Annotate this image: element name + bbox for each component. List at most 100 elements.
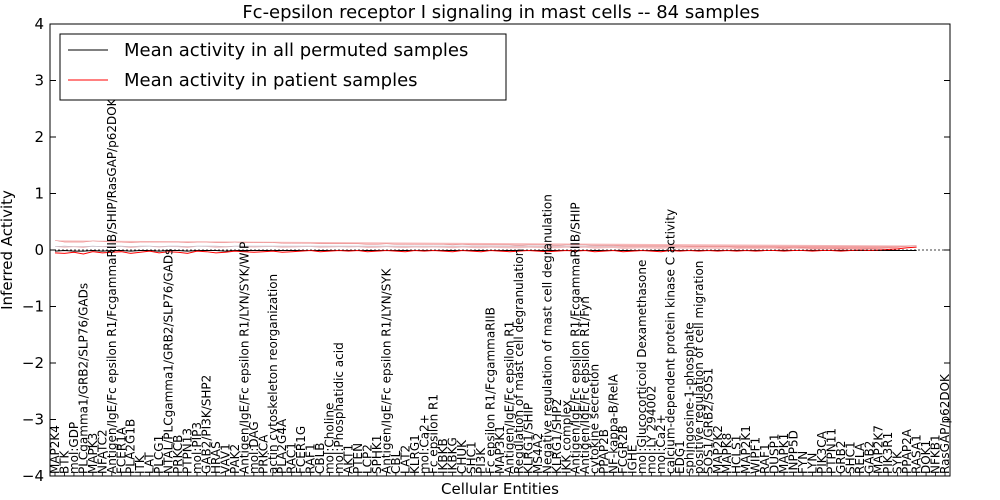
- x-tick-label: PAK2: [228, 444, 242, 474]
- x-tick-label: Antigen/IgE/Fc epsilon R1: [502, 321, 516, 474]
- x-tick-label: PLCgamma1/GRB2/SLP76/GADs: [76, 283, 90, 474]
- x-tick-label: mol:DAG: [247, 421, 261, 474]
- x-tick-label: PIK3R1: [881, 432, 895, 474]
- y-tick-label: −4: [22, 467, 44, 485]
- x-tick-label: IKK complex: [559, 400, 573, 474]
- x-tick-label: PLA2G4A: [275, 418, 289, 474]
- x-tick-label: Negative regulation of mast cell degranu…: [540, 194, 554, 474]
- legend-label-patient: Mean activity in patient samples: [124, 70, 418, 91]
- x-tick-label: NF-kappa-B/RelA: [607, 373, 621, 474]
- x-tick-label: MS4A2: [531, 433, 545, 474]
- x-tick-label: LCP2: [360, 444, 374, 474]
- patient-inner-band: [55, 246, 917, 250]
- x-tick-label: sphingosine-1-phosphate: [682, 322, 696, 474]
- x-tick-label: HRAS: [209, 441, 223, 474]
- x-tick-label: IGHE: [626, 445, 640, 474]
- legend-label-permuted: Mean activity in all permuted samples: [124, 40, 468, 61]
- x-tick-label: GAB2/PI3K/SHP2: [199, 375, 213, 474]
- x-tick-label: GRB2: [834, 440, 848, 474]
- x-tick-label: RAC1: [285, 442, 299, 474]
- x-tick-label: mol:Ca2+: [654, 414, 668, 474]
- x-axis-ticks: MAP2K4BTKmol:GDPPLCgamma1/GRB2/SLP76/GAD…: [48, 97, 952, 476]
- x-tick-label: PRKCB: [171, 435, 185, 474]
- x-tick-label: SYK: [891, 450, 905, 474]
- x-tick-label: SHC1: [465, 441, 479, 474]
- x-tick-label: mol:Phosphatidic acid: [332, 342, 346, 474]
- x-tick-label: NTAL/PLCgamma1/GRB2/SLP76/GADs: [162, 249, 176, 474]
- x-tick-label: VAV1: [218, 443, 232, 474]
- y-tick-label: −3: [22, 411, 44, 429]
- x-tick-label: SPHK1: [370, 435, 384, 474]
- x-tick-label: Fc epsilon R1: [427, 394, 441, 474]
- x-tick-label: PPAP2B: [597, 429, 611, 474]
- patient-mean-line: [54, 246, 917, 255]
- x-tick-label: mol:Choline: [323, 403, 337, 474]
- x-tick-label: Antigen/IgE/Fc epsilon R1/LYN/SYK/WIP: [237, 242, 251, 474]
- x-tick-label: IKBKG: [446, 437, 460, 474]
- x-tick-label: mol:PIP3: [190, 422, 204, 474]
- y-tick-label: 1: [34, 185, 44, 203]
- x-tick-label: Fc epsilon R1/FcgammaRIIB: [484, 307, 498, 474]
- x-tick-label: PTPN13: [181, 428, 195, 474]
- x-tick-label: RELA: [853, 442, 867, 474]
- x-tick-label: mol:Ca2+: [417, 414, 431, 474]
- x-tick-label: LAT: [143, 452, 157, 474]
- y-tick-label: −1: [22, 298, 44, 316]
- x-tick-label: IKBKB: [436, 438, 450, 474]
- x-tick-label: RASA1: [910, 434, 924, 474]
- x-tick-label: RasGAP/p62DOK: [938, 373, 952, 474]
- x-tick-label: ITK: [133, 454, 147, 474]
- x-tick-label: Antigen/IgE/Fc epsilon R1/LYN/SYK: [379, 267, 393, 474]
- x-tick-label: MAP2K7: [872, 425, 886, 474]
- x-tick-label: PRKCA: [256, 434, 270, 474]
- x-tick-label: MAP2K2: [711, 425, 725, 474]
- x-tick-label: DUSP1: [768, 433, 782, 474]
- y-axis-ticks: −4 −3 −2 −1 0 1 2 3 4: [22, 15, 950, 485]
- x-tick-label: PTPN11: [824, 428, 838, 474]
- x-tick-label: MAPK8: [720, 433, 734, 474]
- x-tick-label: RAF1: [758, 443, 772, 474]
- x-tick-label: NFATC2: [95, 429, 109, 474]
- x-tick-label: KLRG1: [408, 434, 422, 474]
- y-tick-label: 4: [34, 15, 44, 33]
- x-tick-label: SHC1: [843, 441, 857, 474]
- y-tick-label: 2: [34, 128, 44, 146]
- x-tick-label: Antigen/IgE/Fc epsilon R1/FcgammaRIIB/SH…: [105, 97, 119, 474]
- x-tick-label: KLRG1/SHIP: [521, 403, 535, 474]
- series-lines: [50, 246, 950, 255]
- x-tick-label: mol:GDP: [67, 422, 81, 474]
- chart-title: Fc-epsilon receptor I signaling in mast …: [242, 2, 759, 23]
- x-tick-label: FYN: [796, 451, 810, 474]
- x-tick-label: PTEN: [351, 443, 365, 474]
- x-tick-label: Regulation of mast cell degranulation: [512, 249, 526, 474]
- x-tick-label: RAF1: [304, 443, 318, 474]
- x-tick-label: cytokine secretion: [588, 364, 602, 474]
- x-tick-label: calcium-dependent protein kinase C activ…: [663, 209, 677, 474]
- x-tick-label: PPAP2A: [900, 428, 914, 474]
- y-tick-label: 3: [34, 72, 44, 90]
- x-tick-label: PLA2G1B: [124, 419, 138, 474]
- x-tick-label: CBLB: [313, 442, 327, 474]
- x-tick-label: NFKB1: [929, 434, 943, 474]
- y-tick-label: 0: [34, 241, 44, 259]
- x-tick-label: positive regulation of cell migration: [692, 261, 706, 474]
- legend-box: [59, 33, 507, 101]
- x-tick-label: CBL: [389, 450, 403, 474]
- x-axis-title: Cellular Entities: [441, 480, 559, 498]
- x-tick-label: mol:LY 294002: [644, 386, 658, 474]
- x-tick-label: GAB2: [862, 441, 876, 474]
- x-tick-label: PI3K: [474, 447, 488, 474]
- x-tick-label: HCLS1: [730, 435, 744, 474]
- x-tick-label: FCER1G: [294, 426, 308, 474]
- x-tick-label: LYN: [805, 453, 819, 474]
- x-tick-label: MAPK3: [86, 433, 100, 474]
- x-tick-label: KLRG1/SHP2: [550, 399, 564, 474]
- x-tick-label: LAT2: [398, 445, 412, 474]
- x-tick-label: PLCG1: [152, 435, 166, 474]
- x-tick-label: actin cytoskeleton reorganization: [266, 274, 280, 474]
- x-tick-label: CHUK: [455, 439, 469, 474]
- x-tick-label: MAPK1: [777, 433, 791, 474]
- x-tick-label: mol:Glucocorticoid Dexamethasone: [635, 260, 649, 474]
- x-tick-label: AKT1: [342, 444, 356, 474]
